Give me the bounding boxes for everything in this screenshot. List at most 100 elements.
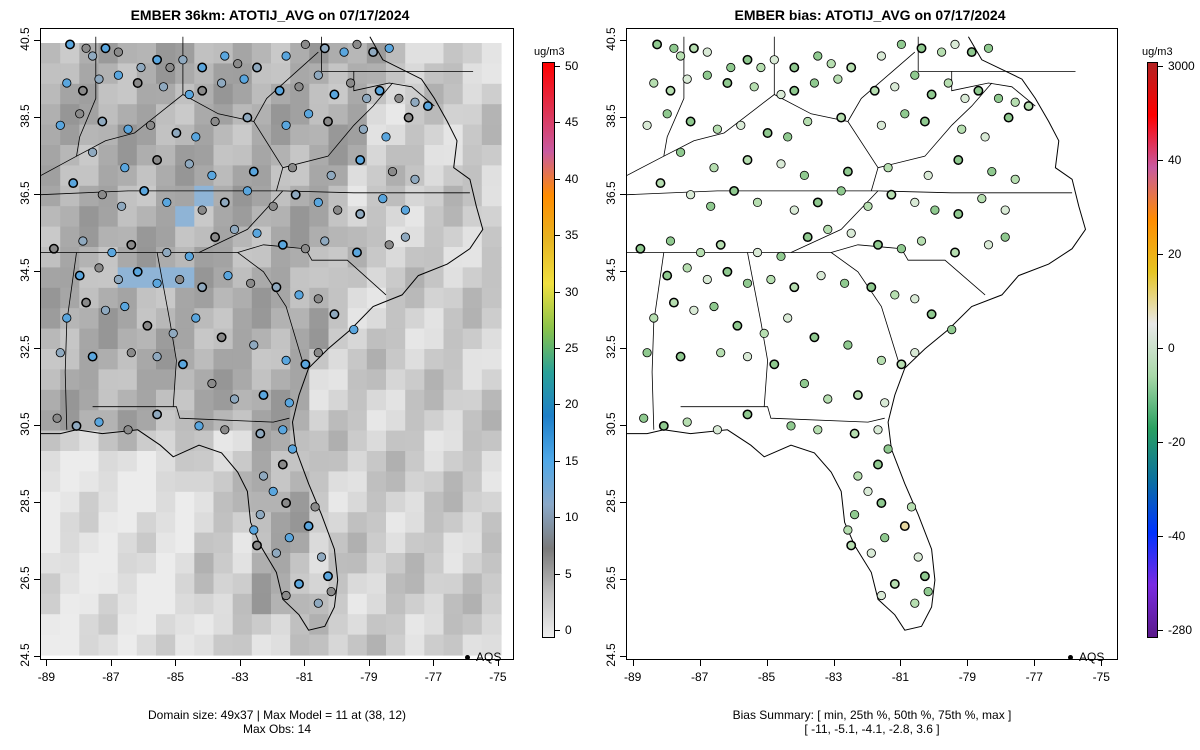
aqs-site-marker[interactable] — [120, 163, 130, 173]
aqs-site-marker[interactable] — [890, 82, 900, 92]
aqs-site-marker[interactable] — [223, 271, 233, 281]
aqs-site-marker[interactable] — [216, 332, 227, 343]
aqs-site-marker[interactable] — [916, 43, 927, 54]
aqs-site-marker[interactable] — [886, 189, 897, 200]
aqs-site-marker[interactable] — [184, 89, 194, 100]
aqs-site-marker[interactable] — [94, 74, 104, 84]
aqs-site-marker[interactable] — [947, 324, 957, 335]
aqs-site-marker[interactable] — [712, 124, 723, 134]
aqs-site-marker[interactable] — [1003, 112, 1014, 123]
aqs-site-marker[interactable] — [726, 62, 736, 73]
aqs-site-marker[interactable] — [207, 170, 217, 180]
aqs-site-marker[interactable] — [876, 51, 886, 61]
aqs-site-marker[interactable] — [158, 82, 169, 92]
aqs-site-marker[interactable] — [823, 394, 833, 404]
aqs-site-marker[interactable] — [833, 74, 843, 84]
aqs-site-marker[interactable] — [936, 47, 947, 57]
aqs-site-marker[interactable] — [300, 244, 310, 254]
aqs-site-marker[interactable] — [843, 340, 853, 350]
aqs-site-marker[interactable] — [271, 282, 282, 293]
aqs-site-marker[interactable] — [123, 124, 133, 134]
aqs-site-marker[interactable] — [239, 74, 249, 84]
aqs-site-marker[interactable] — [926, 309, 937, 320]
aqs-site-marker[interactable] — [756, 62, 766, 73]
aqs-site-marker[interactable] — [65, 39, 75, 50]
aqs-site-marker[interactable] — [323, 116, 333, 127]
aqs-site-marker[interactable] — [910, 598, 920, 608]
aqs-site-marker[interactable] — [120, 301, 130, 312]
aqs-site-marker[interactable] — [783, 313, 793, 323]
aqs-site-marker[interactable] — [422, 101, 433, 112]
aqs-site-marker[interactable] — [689, 305, 699, 315]
aqs-site-marker[interactable] — [799, 378, 809, 389]
aqs-site-marker[interactable] — [210, 232, 221, 243]
aqs-site-marker[interactable] — [742, 155, 753, 165]
aqs-site-marker[interactable] — [649, 78, 659, 88]
aqs-site-marker[interactable] — [786, 421, 796, 431]
aqs-site-marker[interactable] — [281, 355, 291, 365]
aqs-site-marker[interactable] — [362, 93, 372, 104]
aqs-site-marker[interactable] — [669, 43, 679, 53]
aqs-site-marker[interactable] — [217, 78, 227, 88]
aqs-site-marker[interactable] — [310, 502, 320, 512]
aqs-site-marker[interactable] — [869, 85, 880, 96]
aqs-site-marker[interactable] — [152, 155, 163, 165]
aqs-site-marker[interactable] — [665, 236, 676, 246]
aqs-site-marker[interactable] — [842, 166, 853, 177]
aqs-site-marker[interactable] — [171, 128, 182, 138]
aqs-site-marker[interactable] — [1000, 205, 1010, 215]
aqs-site-marker[interactable] — [191, 313, 201, 323]
aqs-site-marker[interactable] — [876, 590, 886, 601]
aqs-site-marker[interactable] — [702, 47, 712, 57]
aqs-site-marker[interactable] — [313, 598, 323, 608]
aqs-site-marker[interactable] — [287, 444, 298, 454]
aqs-site-marker[interactable] — [345, 78, 356, 88]
aqs-site-marker[interactable] — [252, 540, 262, 551]
aqs-site-marker[interactable] — [87, 147, 98, 157]
aqs-site-marker[interactable] — [846, 62, 857, 73]
aqs-site-marker[interactable] — [126, 348, 136, 358]
aqs-site-marker[interactable] — [910, 294, 920, 304]
aqs-site-marker[interactable] — [303, 521, 314, 532]
aqs-site-marker[interactable] — [162, 247, 172, 258]
aqs-site-marker[interactable] — [823, 224, 833, 234]
aqs-site-marker[interactable] — [742, 351, 753, 362]
aqs-site-marker[interactable] — [113, 70, 124, 80]
aqs-site-marker[interactable] — [953, 209, 964, 219]
aqs-site-marker[interactable] — [866, 282, 877, 293]
aqs-site-marker[interactable] — [896, 39, 906, 49]
aqs-site-marker[interactable] — [320, 236, 330, 246]
aqs-site-marker[interactable] — [100, 305, 111, 315]
aqs-site-marker[interactable] — [742, 409, 753, 420]
aqs-site-marker[interactable] — [983, 240, 994, 250]
aqs-site-marker[interactable] — [319, 43, 330, 54]
aqs-site-marker[interactable] — [696, 247, 706, 258]
aqs-site-marker[interactable] — [249, 340, 259, 350]
aqs-site-marker[interactable] — [762, 128, 773, 138]
aqs-site-marker[interactable] — [233, 59, 243, 69]
aqs-site-marker[interactable] — [97, 190, 107, 200]
aqs-site-marker[interactable] — [229, 224, 240, 234]
aqs-site-marker[interactable] — [715, 239, 726, 250]
aqs-site-marker[interactable] — [94, 263, 104, 273]
aqs-site-marker[interactable] — [107, 247, 117, 258]
aqs-site-marker[interactable] — [926, 89, 937, 100]
aqs-site-marker[interactable] — [863, 486, 873, 496]
aqs-site-marker[interactable] — [165, 62, 175, 73]
aqs-site-marker[interactable] — [900, 109, 910, 119]
aqs-site-marker[interactable] — [384, 43, 394, 53]
aqs-site-marker[interactable] — [378, 194, 388, 204]
aqs-site-marker[interactable] — [849, 428, 860, 439]
aqs-site-marker[interactable] — [162, 197, 172, 207]
aqs-site-marker[interactable] — [249, 525, 259, 535]
aqs-site-marker[interactable] — [709, 163, 719, 173]
aqs-site-marker[interactable] — [300, 39, 310, 49]
aqs-site-marker[interactable] — [769, 55, 779, 65]
aqs-site-marker[interactable] — [271, 548, 281, 558]
aqs-site-marker[interactable] — [850, 509, 860, 520]
aqs-site-marker[interactable] — [950, 247, 960, 258]
aqs-site-marker[interactable] — [290, 189, 301, 200]
aqs-site-marker[interactable] — [326, 170, 336, 180]
aqs-site-marker[interactable] — [339, 47, 349, 57]
aqs-site-marker[interactable] — [639, 413, 649, 423]
